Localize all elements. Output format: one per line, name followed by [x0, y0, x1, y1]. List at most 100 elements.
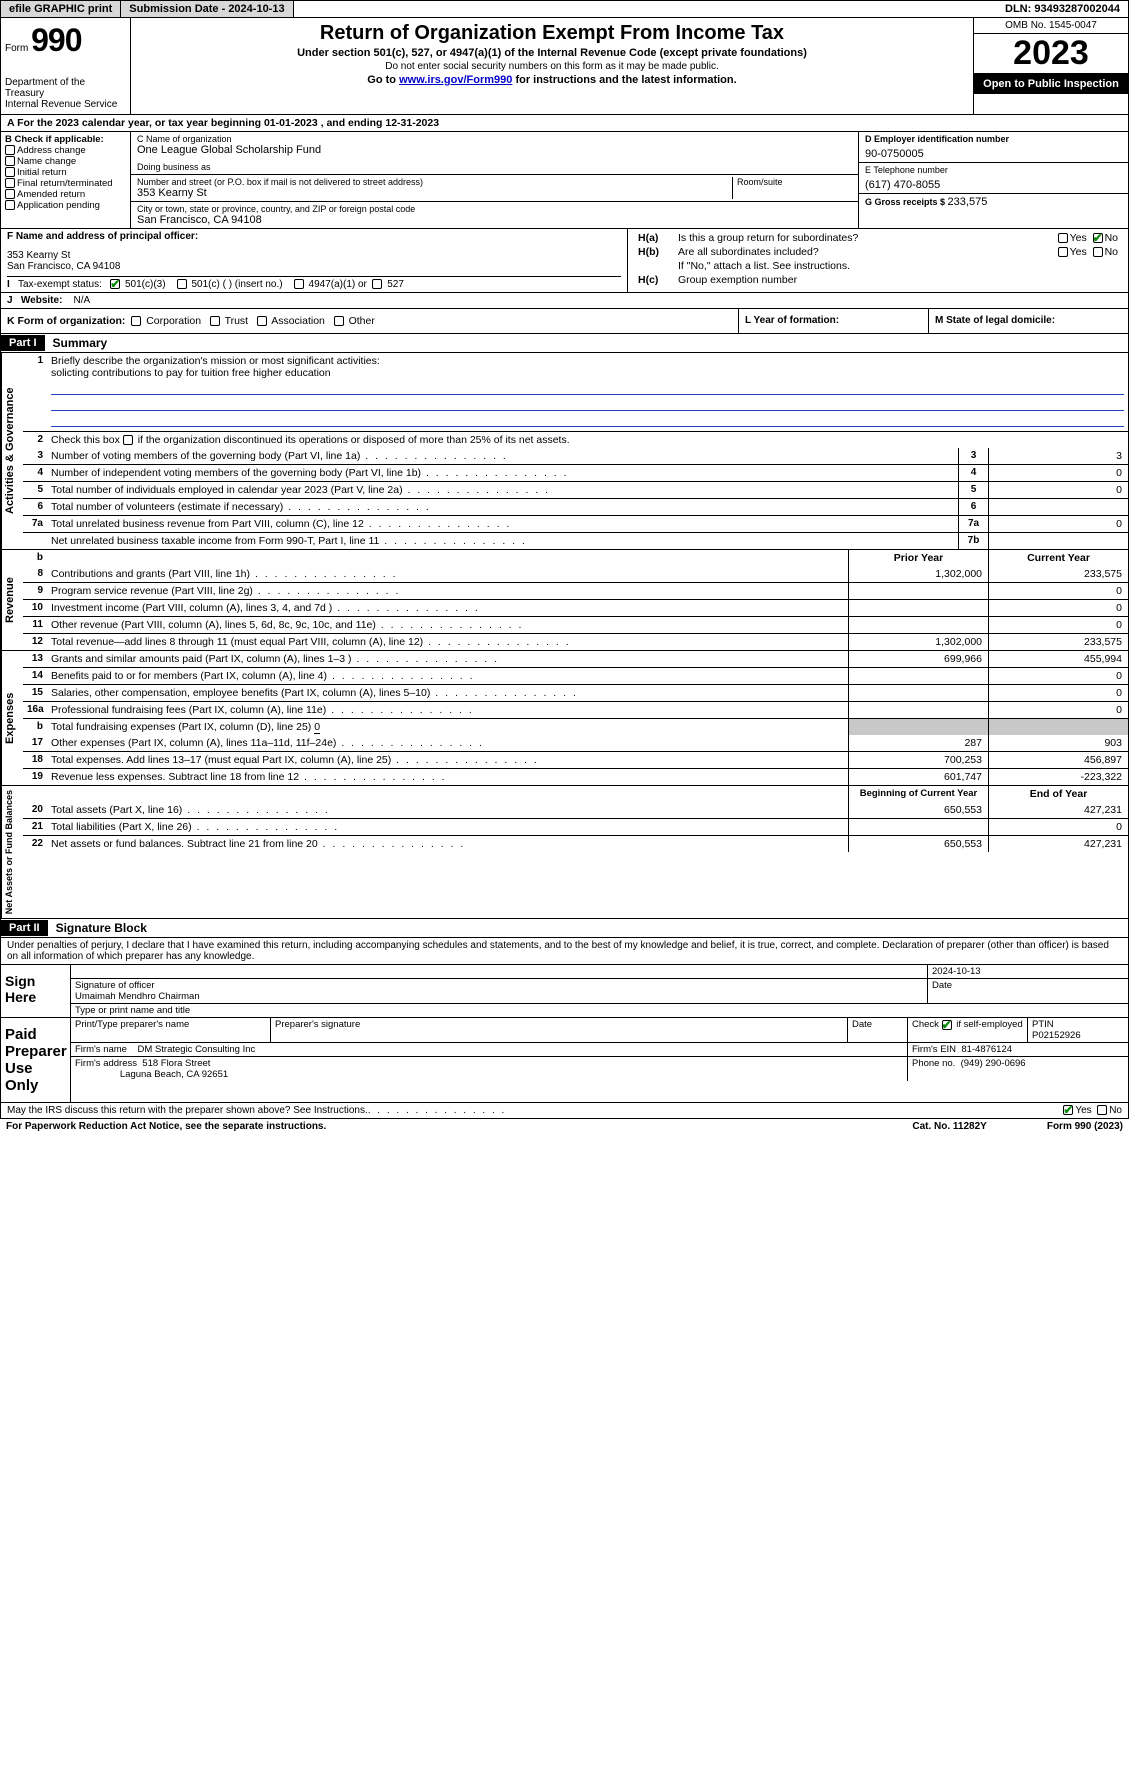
goto-pre: Go to [367, 74, 399, 86]
topbar: efile GRAPHIC print Submission Date - 20… [0, 0, 1129, 18]
chk-discuss-yes[interactable] [1063, 1105, 1073, 1115]
line-val: 0 [988, 516, 1128, 532]
prior-val: 700,253 [848, 752, 988, 768]
website-label: Website: [21, 295, 63, 306]
lbl-501c3: 501(c)(3) [125, 279, 166, 290]
line-text: Total unrelated business revenue from Pa… [47, 516, 958, 532]
line-val [988, 499, 1128, 515]
vlabel-revenue: Revenue [1, 550, 23, 650]
line-num: 9 [23, 583, 47, 599]
lbl-app-pending: Application pending [17, 200, 100, 211]
current-val: 427,231 [988, 836, 1128, 852]
begin-year-header: Beginning of Current Year [848, 786, 988, 802]
line-val: 0 [988, 465, 1128, 481]
prior-val [848, 583, 988, 599]
line-box: 5 [958, 482, 988, 498]
chk-other[interactable] [334, 316, 344, 326]
chk-final-return[interactable] [5, 178, 15, 188]
officer-label: F Name and address of principal officer: [7, 231, 621, 242]
firm-addr2: Laguna Beach, CA 92651 [120, 1069, 228, 1080]
line-val: 3 [988, 448, 1128, 464]
firm-addr1: 518 Flora Street [142, 1058, 210, 1069]
line-box: 7a [958, 516, 988, 532]
prior-val: 650,553 [848, 802, 988, 818]
chk-ha-yes[interactable] [1058, 233, 1068, 243]
prep-sig-label: Preparer's signature [271, 1018, 848, 1042]
m-label: M State of legal domicile: [935, 315, 1055, 326]
chk-4947[interactable] [294, 279, 304, 289]
form-subtitle: Under section 501(c), 527, or 4947(a)(1)… [139, 47, 965, 59]
prior-val [848, 819, 988, 835]
period-mid: , and ending [321, 117, 386, 129]
current-val: 0 [988, 600, 1128, 616]
current-year-header: Current Year [988, 550, 1128, 566]
chk-trust[interactable] [210, 316, 220, 326]
self-employed-text: Check [912, 1019, 942, 1030]
chk-discontinued[interactable] [123, 435, 133, 445]
firm-ein-label: Firm's EIN [912, 1044, 956, 1055]
ptin-label: PTIN [1032, 1019, 1124, 1030]
prior-val: 650,553 [848, 836, 988, 852]
chk-501c[interactable] [177, 279, 187, 289]
submission-date: Submission Date - 2024-10-13 [121, 1, 293, 17]
chk-hb-yes[interactable] [1058, 247, 1068, 257]
chk-address-change[interactable] [5, 145, 15, 155]
form-word: Form [5, 43, 28, 54]
summary-netassets: Net Assets or Fund Balances Beginning of… [0, 786, 1129, 919]
page-footer: For Paperwork Reduction Act Notice, see … [0, 1119, 1129, 1134]
chk-501c3[interactable] [110, 279, 120, 289]
prior-val [848, 617, 988, 633]
chk-discuss-no[interactable] [1097, 1105, 1107, 1115]
current-val: -223,322 [988, 769, 1128, 785]
current-val: 427,231 [988, 802, 1128, 818]
efile-print-button[interactable]: efile GRAPHIC print [1, 1, 121, 17]
lbl-assoc: Association [271, 315, 325, 327]
hc-label: Group exemption number [678, 274, 797, 286]
line-text: Total number of individuals employed in … [47, 482, 958, 498]
line-text: Program service revenue (Part VIII, line… [47, 583, 848, 599]
tax-exempt-i: I [7, 279, 10, 290]
form-number: 990 [31, 22, 81, 58]
line-num: 16a [23, 702, 47, 718]
line-text: Revenue less expenses. Subtract line 18 … [47, 769, 848, 785]
firm-name-val: DM Strategic Consulting Inc [138, 1044, 256, 1055]
current-val: 233,575 [988, 566, 1128, 582]
chk-ha-no[interactable] [1093, 233, 1103, 243]
chk-amended[interactable] [5, 189, 15, 199]
line-text: Investment income (Part VIII, column (A)… [47, 600, 848, 616]
chk-app-pending[interactable] [5, 200, 15, 210]
chk-corp[interactable] [131, 316, 141, 326]
sign-here-label: Sign Here [1, 965, 71, 1017]
line-num: 7a [23, 516, 47, 532]
perjury-declaration: Under penalties of perjury, I declare th… [0, 938, 1129, 965]
end-year-header: End of Year [988, 786, 1128, 802]
chk-initial-return[interactable] [5, 167, 15, 177]
current-val: 0 [988, 685, 1128, 701]
chk-self-employed[interactable] [942, 1020, 952, 1030]
room-label: Room/suite [737, 177, 852, 187]
ptin-val: P02152926 [1032, 1030, 1124, 1041]
prep-name-label: Print/Type preparer's name [71, 1018, 271, 1042]
l2-pre: Check this box [51, 434, 123, 446]
prep-date-label: Date [848, 1018, 908, 1042]
line-val: 0 [988, 482, 1128, 498]
chk-hb-no[interactable] [1093, 247, 1103, 257]
form-title: Return of Organization Exempt From Incom… [139, 22, 965, 45]
chk-527[interactable] [372, 279, 382, 289]
lbl-527: 527 [387, 279, 404, 290]
org-name: One League Global Scholarship Fund [137, 144, 852, 156]
chk-name-change[interactable] [5, 156, 15, 166]
line-num: 10 [23, 600, 47, 616]
chk-assoc[interactable] [257, 316, 267, 326]
sign-here-block: Sign Here 2024-10-13 Signature of office… [0, 965, 1129, 1018]
website-j: J [7, 295, 13, 306]
lbl-address-change: Address change [17, 145, 86, 156]
dln: DLN: 93493287002044 [997, 1, 1128, 17]
form-header: Form 990 Department of the Treasury Inte… [0, 18, 1129, 115]
current-val: 233,575 [988, 634, 1128, 650]
part1-header-row: Part I Summary [0, 334, 1129, 353]
org-name-label: C Name of organization [137, 134, 852, 144]
klm-row: K Form of organization: Corporation Trus… [0, 309, 1129, 334]
current-val: 0 [988, 819, 1128, 835]
instructions-link[interactable]: www.irs.gov/Form990 [399, 74, 512, 86]
